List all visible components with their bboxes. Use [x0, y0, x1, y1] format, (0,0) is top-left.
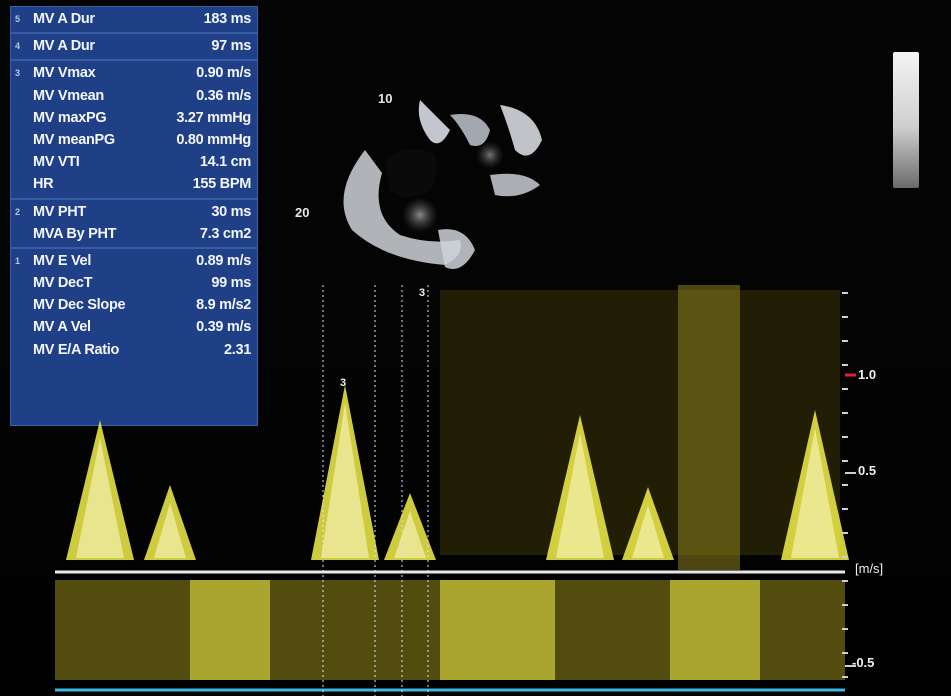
measurement-label: MV E/A Ratio	[33, 341, 120, 358]
depth-label-10: 10	[378, 91, 393, 106]
measurement-row: MV E/A Ratio 2.31	[11, 339, 257, 361]
measurement-group: 5 MV A Dur 183 ms	[11, 7, 257, 35]
measurement-group-index: 1	[15, 255, 20, 266]
spectrum-artifact-band	[678, 285, 740, 570]
reverse-flow-bright	[670, 580, 760, 680]
measurement-label: MV Vmean	[33, 87, 104, 104]
spectrum-wave-core	[632, 505, 664, 558]
measurement-row: HR 155 BPM	[11, 173, 257, 195]
measurement-label: MV maxPG	[33, 109, 107, 126]
measurement-row: MV maxPG 3.27 mmHg	[11, 107, 257, 129]
echo-2d-image: 10 20	[290, 55, 560, 285]
measurement-row: 1 MV E Vel 0.89 m/s	[11, 250, 257, 272]
measurement-value: 7.3 cm2	[199, 225, 251, 242]
spectrum-wave-core	[154, 503, 186, 558]
measurement-row: 5 MV A Dur 183 ms	[11, 8, 257, 30]
measurement-group-index: 2	[15, 206, 20, 217]
measurement-row: MV A Vel 0.39 m/s	[11, 316, 257, 338]
measurement-row: MV DecT 99 ms	[11, 272, 257, 294]
reverse-flow-bright	[190, 580, 270, 680]
doppler-spectrum: 1.0 0.5 [m/s] -0.5 3 3	[0, 285, 951, 696]
measurement-value: 0.89 m/s	[196, 252, 251, 269]
measurement-value: 3.27 mmHg	[176, 109, 251, 126]
measurement-row: 4 MV A Dur 97 ms	[11, 35, 257, 57]
measurement-group: 4 MV A Dur 97 ms	[11, 34, 257, 62]
measurement-label: HR	[33, 176, 54, 193]
measurement-label: MV Dec Slope	[33, 297, 126, 314]
measurement-row: MV meanPG 0.80 mmHg	[11, 129, 257, 151]
caliper-peak-marker: 3	[340, 377, 347, 389]
scale-unit: [m/s]	[855, 561, 884, 576]
spectrum-wave-core	[321, 403, 369, 558]
measurement-label: MV meanPG	[33, 131, 115, 148]
measurement-group-index: 3	[15, 68, 20, 79]
measurement-value: 99 ms	[211, 275, 251, 292]
caliper-marker: 3	[419, 287, 426, 299]
measurement-row: MVA By PHT 7.3 cm2	[11, 223, 257, 245]
measurement-label: MVA By PHT	[33, 225, 117, 242]
measurement-value: 183 ms	[203, 11, 252, 27]
spectrum-wave-core	[76, 438, 124, 558]
measurement-value: 2.31	[223, 341, 251, 358]
grayscale-bar	[893, 52, 919, 188]
measurement-row: 2 MV PHT 30 ms	[11, 201, 257, 223]
measurement-label: MV E Vel	[33, 252, 92, 269]
measurement-value: 14.1 cm	[199, 154, 251, 171]
reverse-flow-bright	[440, 580, 555, 680]
measurement-panel: 5 MV A Dur 183 ms 4 MV A Dur 97 ms 3 MV Vmax 0.9…	[10, 6, 258, 426]
measurement-value: 97 ms	[211, 38, 251, 55]
measurement-group-index: 4	[15, 41, 20, 52]
measurement-value: 30 ms	[211, 203, 251, 220]
depth-label-20: 20	[295, 205, 310, 220]
measurement-row: MV Dec Slope 8.9 m/s2	[11, 294, 257, 316]
measurement-value: 0.90 m/s	[196, 65, 251, 82]
measurement-group: 2 MV PHT 30 ms MVA By PHT 7.3 cm2	[11, 200, 257, 249]
measurement-label: MV A Dur	[33, 11, 95, 27]
measurement-label: MV Vmax	[33, 65, 96, 82]
measurement-label: MV VTI	[33, 154, 80, 171]
doppler-trace	[55, 285, 856, 696]
measurement-value: 8.9 m/s2	[196, 297, 251, 314]
measurement-group: 3 MV Vmax 0.90 m/s MV Vmean 0.36 m/s MV maxPG…	[11, 61, 257, 200]
measurement-label: MV PHT	[33, 203, 86, 220]
measurement-value: 0.39 m/s	[196, 319, 251, 336]
measurement-label: MV DecT	[33, 275, 93, 292]
scale-label-1-0: 1.0	[858, 367, 877, 382]
measurement-group: 1 MV E Vel 0.89 m/s MV DecT 99 ms MV Dec Slop…	[11, 249, 257, 363]
scale-label-neg-0-5: -0.5	[852, 655, 875, 670]
echo-sector-image	[343, 100, 542, 269]
measurement-value: 0.36 m/s	[196, 87, 251, 104]
measurement-label: MV A Dur	[33, 38, 95, 55]
measurement-row: 3 MV Vmax 0.90 m/s	[11, 62, 257, 84]
measurement-value: 0.80 mmHg	[176, 131, 251, 148]
spectrum-wave-core	[556, 433, 604, 558]
measurement-row: MV VTI 14.1 cm	[11, 151, 257, 173]
scale-label-0-5: 0.5	[858, 463, 877, 478]
measurement-row: MV Vmean 0.36 m/s	[11, 85, 257, 107]
measurement-group-index: 5	[15, 14, 20, 24]
measurement-label: MV A Vel	[33, 319, 91, 336]
measurement-value: 155 BPM	[192, 176, 252, 193]
spectrum-wave-core	[791, 428, 839, 558]
